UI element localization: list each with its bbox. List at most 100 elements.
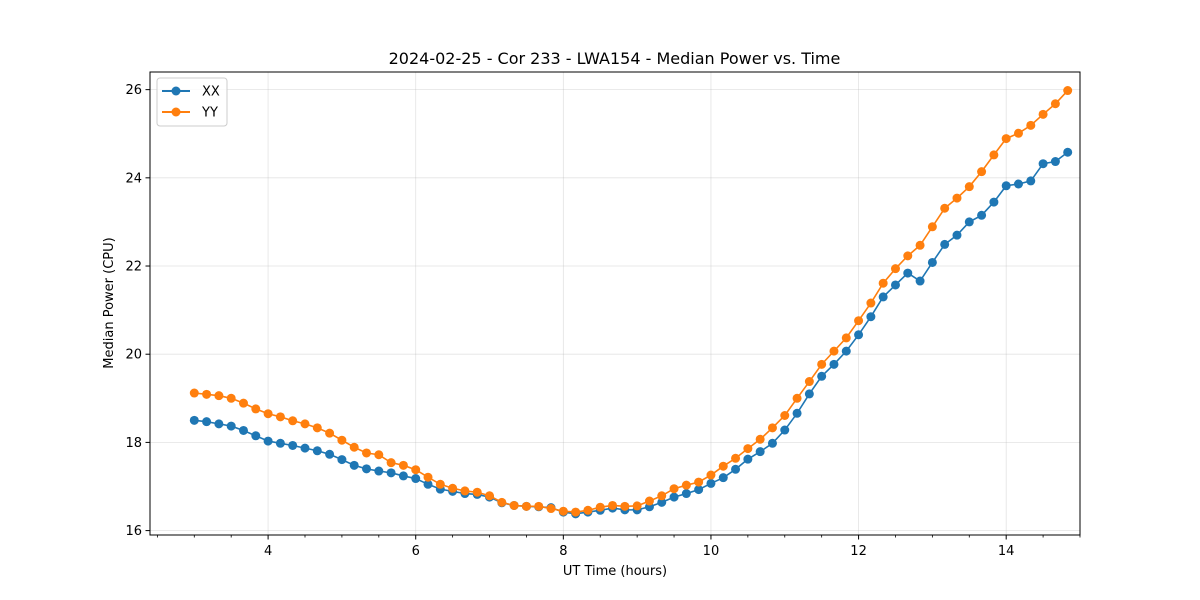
x-tick-label: 8	[559, 544, 567, 559]
data-point-xx	[1050, 157, 1060, 167]
data-point-yy	[337, 435, 347, 445]
data-point-xx	[251, 431, 261, 441]
data-point-yy	[435, 479, 445, 489]
data-point-yy	[226, 393, 236, 403]
data-point-xx	[275, 438, 285, 448]
data-point-xx	[669, 492, 679, 502]
data-point-xx	[989, 197, 999, 207]
legend-marker-xx	[171, 86, 181, 96]
data-point-yy	[952, 193, 962, 203]
y-tick-label: 22	[125, 260, 142, 275]
data-point-yy	[411, 465, 421, 475]
data-point-yy	[718, 461, 728, 471]
data-point-yy	[263, 409, 273, 419]
data-point-xx	[226, 421, 236, 431]
data-point-yy	[325, 428, 335, 438]
data-point-xx	[657, 497, 667, 507]
data-point-yy	[509, 500, 519, 510]
data-point-xx	[792, 408, 802, 418]
y-tick-label: 18	[125, 436, 142, 451]
data-point-yy	[915, 240, 925, 250]
data-point-yy	[620, 501, 630, 511]
data-point-yy	[940, 203, 950, 213]
data-point-yy	[817, 359, 827, 369]
data-point-yy	[854, 316, 864, 326]
series-layer	[189, 86, 1073, 519]
data-point-yy	[497, 497, 507, 507]
data-point-xx	[731, 464, 741, 474]
data-point-yy	[312, 423, 322, 433]
data-point-xx	[202, 417, 212, 427]
data-point-yy	[398, 460, 408, 470]
data-point-xx	[1038, 159, 1048, 169]
legend-marker-yy	[171, 107, 181, 117]
data-point-yy	[878, 278, 888, 288]
data-point-yy	[1038, 109, 1048, 119]
data-point-xx	[362, 464, 372, 474]
data-point-yy	[534, 501, 544, 511]
data-point-yy	[694, 477, 704, 487]
data-point-yy	[681, 480, 691, 490]
data-point-yy	[374, 450, 384, 460]
data-point-yy	[903, 251, 913, 261]
data-point-yy	[595, 502, 605, 512]
data-point-yy	[546, 504, 556, 514]
data-point-yy	[571, 507, 581, 517]
data-point-yy	[238, 398, 248, 408]
data-point-yy	[362, 448, 372, 458]
data-point-xx	[214, 419, 224, 429]
data-point-xx	[325, 449, 335, 459]
grid	[150, 72, 1080, 535]
legend-label-yy: YY	[201, 106, 218, 121]
legend-label-xx: XX	[202, 85, 220, 100]
data-point-yy	[214, 391, 224, 401]
x-tick-label: 12	[850, 544, 867, 559]
data-point-yy	[792, 393, 802, 403]
data-point-xx	[288, 440, 298, 450]
data-point-xx	[927, 257, 937, 267]
data-point-yy	[706, 470, 716, 480]
y-axis-label: Median Power (CPU)	[102, 237, 117, 368]
data-point-yy	[829, 346, 839, 356]
data-point-xx	[1013, 179, 1023, 189]
data-point-xx	[780, 425, 790, 435]
data-point-xx	[903, 268, 913, 278]
data-point-xx	[398, 471, 408, 481]
data-point-xx	[706, 478, 716, 488]
data-point-yy	[767, 423, 777, 433]
data-point-yy	[964, 182, 974, 192]
data-point-yy	[583, 505, 593, 515]
data-point-xx	[940, 239, 950, 249]
data-point-xx	[694, 485, 704, 495]
y-tick-label: 26	[125, 83, 142, 98]
y-tick-label: 16	[125, 524, 142, 539]
data-point-yy	[448, 483, 458, 493]
data-point-xx	[337, 455, 347, 465]
data-point-xx	[312, 446, 322, 456]
data-point-xx	[423, 479, 433, 489]
data-point-xx	[238, 425, 248, 435]
data-point-xx	[964, 217, 974, 227]
data-point-yy	[300, 419, 310, 429]
y-tick-label: 20	[125, 348, 142, 363]
data-point-yy	[669, 484, 679, 494]
data-point-xx	[841, 346, 851, 356]
data-point-xx	[189, 415, 199, 425]
data-point-xx	[386, 468, 396, 478]
data-point-yy	[386, 458, 396, 468]
data-point-yy	[608, 500, 618, 510]
data-point-yy	[1001, 134, 1011, 144]
data-point-xx	[349, 460, 359, 470]
data-point-xx	[952, 230, 962, 240]
data-point-yy	[275, 412, 285, 422]
data-point-xx	[1063, 147, 1073, 157]
data-point-yy	[977, 167, 987, 177]
data-point-xx	[374, 466, 384, 476]
data-point-xx	[854, 330, 864, 340]
x-tick-label: 4	[264, 544, 272, 559]
plot-frame	[149, 71, 1081, 536]
data-point-yy	[657, 491, 667, 501]
data-point-yy	[472, 487, 482, 497]
x-tick-label: 6	[412, 544, 420, 559]
